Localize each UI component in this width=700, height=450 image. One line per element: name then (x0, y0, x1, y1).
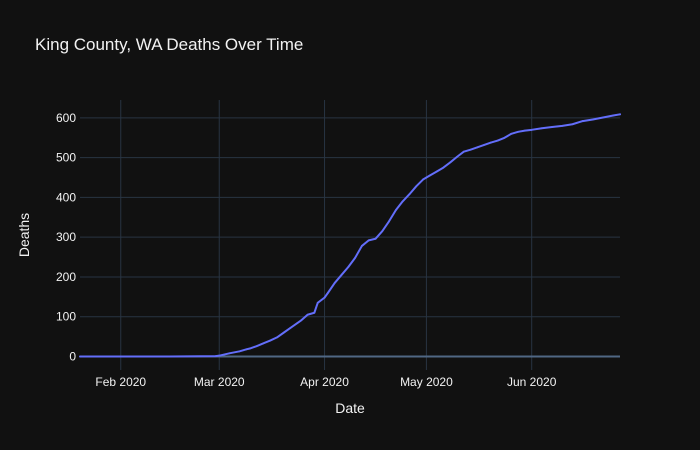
data-point (340, 274, 343, 276)
data-point (276, 336, 278, 339)
data-point (517, 130, 520, 133)
data-point (360, 245, 363, 247)
chart-title: King County, WA Deaths Over Time (35, 35, 303, 54)
data-point (388, 220, 390, 223)
data-point (269, 339, 272, 342)
data-point (367, 239, 370, 242)
data-point (289, 326, 292, 329)
data-point (79, 355, 81, 358)
data-point (262, 342, 265, 345)
data-point (483, 144, 486, 146)
y-tick-label: 0 (69, 349, 76, 363)
x-tick-label: May 2020 (400, 375, 453, 389)
data-point (510, 132, 513, 135)
data-point (228, 352, 231, 355)
data-point (602, 116, 604, 119)
data-point (422, 178, 424, 181)
data-point (167, 355, 170, 358)
y-tick-label: 400 (56, 190, 76, 204)
data-point (561, 124, 564, 127)
data-point (469, 148, 472, 151)
data-point (313, 311, 316, 314)
y-tick-label: 500 (56, 151, 76, 165)
data-point (496, 139, 499, 142)
data-point (581, 120, 584, 122)
data-point (333, 282, 336, 284)
x-tick-label: Feb 2020 (95, 375, 146, 389)
data-point (306, 313, 309, 316)
data-point (354, 256, 356, 259)
data-point (374, 237, 377, 240)
y-tick-labels: 0 100 200 300 400 500 600 (56, 111, 76, 364)
data-point (327, 291, 329, 294)
data-point (490, 141, 492, 144)
data-point (282, 331, 285, 334)
data-point (503, 136, 506, 139)
data-point (408, 193, 411, 196)
data-point (462, 150, 465, 153)
plot-area (80, 100, 620, 370)
data-point (296, 322, 299, 324)
data-point (299, 319, 302, 322)
x-tick-label: Mar 2020 (194, 375, 245, 389)
data-point (476, 146, 479, 149)
x-tick-label: Apr 2020 (300, 375, 349, 389)
data-point (530, 128, 533, 131)
data-point (381, 230, 384, 233)
data-point (612, 114, 615, 117)
y-tick-label: 200 (56, 270, 76, 284)
data-point (316, 301, 319, 304)
data-point (401, 200, 404, 203)
data-point (435, 170, 438, 173)
data-point (619, 113, 621, 116)
data-point (214, 355, 217, 357)
data-point (442, 166, 445, 169)
data-point (524, 129, 526, 132)
x-tick-label: Jun 2020 (507, 375, 557, 389)
data-point (415, 185, 418, 188)
data-point (394, 209, 397, 212)
y-tick-label: 100 (56, 310, 76, 324)
data-point (248, 347, 251, 350)
x-axis-title: Date (335, 400, 365, 416)
data-point (449, 161, 452, 164)
data-point (218, 354, 221, 357)
data-point (245, 348, 248, 351)
data-point (571, 123, 574, 126)
data-point (238, 350, 241, 353)
data-point (119, 355, 122, 358)
data-point (591, 118, 594, 121)
data-point (551, 126, 553, 128)
data-point (428, 174, 431, 177)
y-tick-label: 600 (56, 111, 76, 125)
y-axis-title: Deaths (16, 213, 32, 257)
data-point (323, 296, 326, 299)
data-point (456, 155, 458, 158)
data-point (540, 127, 543, 130)
data-point (255, 345, 258, 348)
series-layer (79, 113, 621, 358)
x-tick-labels: Feb 2020 Mar 2020 Apr 2020 May 2020 Jun 2020 (95, 375, 556, 389)
y-gridlines (80, 117, 620, 358)
y-tick-label: 300 (56, 230, 76, 244)
x-gridlines (120, 100, 533, 370)
data-point (347, 266, 350, 268)
